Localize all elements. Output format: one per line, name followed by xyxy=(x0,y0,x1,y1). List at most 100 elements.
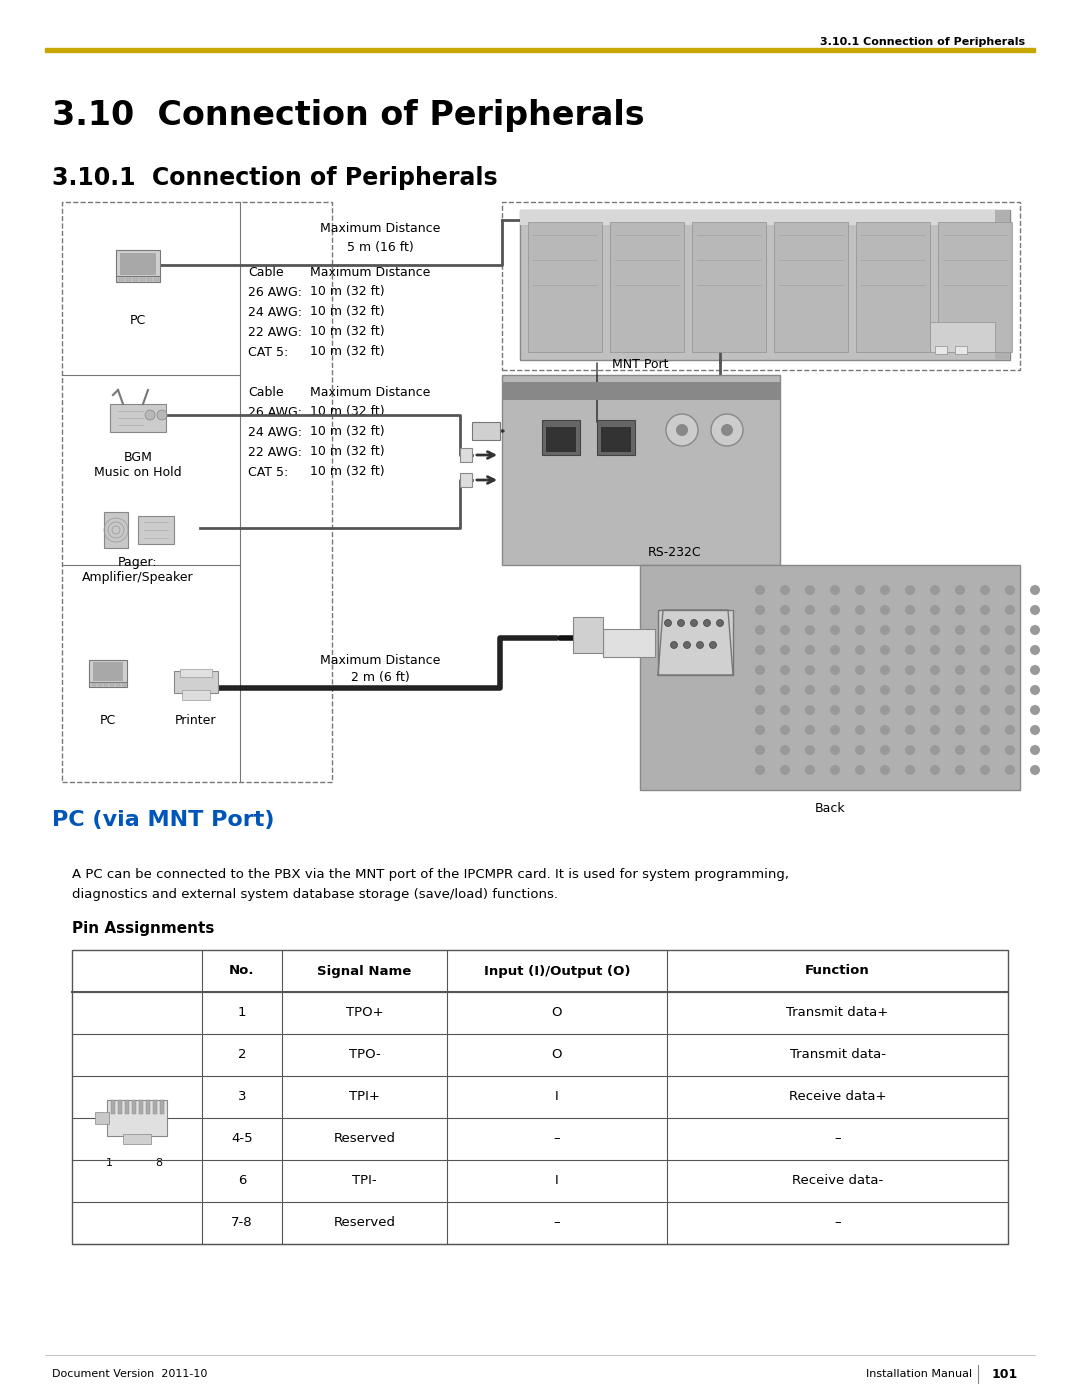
Bar xyxy=(116,277,160,282)
Circle shape xyxy=(955,766,966,775)
Bar xyxy=(542,420,580,455)
Bar xyxy=(126,278,131,281)
Bar xyxy=(180,669,212,678)
Circle shape xyxy=(805,685,815,694)
Text: RS-232C: RS-232C xyxy=(648,546,702,560)
Text: 101: 101 xyxy=(991,1368,1018,1380)
Circle shape xyxy=(980,685,990,694)
Circle shape xyxy=(805,725,815,735)
Text: 22 AWG:: 22 AWG: xyxy=(248,446,302,458)
Circle shape xyxy=(880,665,890,675)
Circle shape xyxy=(855,745,865,754)
Circle shape xyxy=(831,725,840,735)
Bar xyxy=(116,250,160,278)
Circle shape xyxy=(1005,745,1015,754)
Circle shape xyxy=(703,619,711,626)
Circle shape xyxy=(780,745,789,754)
Circle shape xyxy=(145,409,156,420)
Text: 5 m (16 ft): 5 m (16 ft) xyxy=(347,240,414,253)
Bar xyxy=(600,427,631,453)
Circle shape xyxy=(930,745,940,754)
Text: PC: PC xyxy=(130,313,146,327)
Bar xyxy=(120,253,156,275)
Circle shape xyxy=(711,414,743,446)
Circle shape xyxy=(955,624,966,636)
Circle shape xyxy=(676,425,688,436)
Bar xyxy=(72,950,1008,1243)
Circle shape xyxy=(780,624,789,636)
Bar xyxy=(95,1112,109,1125)
Circle shape xyxy=(1030,705,1040,715)
Bar xyxy=(573,617,603,652)
Text: BGM
Music on Hold: BGM Music on Hold xyxy=(94,451,181,479)
Circle shape xyxy=(1005,605,1015,615)
Text: Signal Name: Signal Name xyxy=(318,964,411,978)
Text: CAT 5:: CAT 5: xyxy=(248,345,288,359)
Circle shape xyxy=(905,624,915,636)
Circle shape xyxy=(1030,725,1040,735)
Circle shape xyxy=(1030,685,1040,694)
Circle shape xyxy=(955,745,966,754)
Text: Transmit data+: Transmit data+ xyxy=(786,1006,889,1020)
Bar xyxy=(183,690,210,700)
Text: 7-8: 7-8 xyxy=(231,1217,253,1229)
Bar xyxy=(116,683,120,686)
Circle shape xyxy=(880,645,890,655)
Circle shape xyxy=(805,665,815,675)
Circle shape xyxy=(930,705,940,715)
Bar xyxy=(119,278,124,281)
Bar xyxy=(133,278,138,281)
Circle shape xyxy=(671,641,677,648)
Text: 26 AWG:: 26 AWG: xyxy=(248,405,302,419)
Text: 8: 8 xyxy=(156,1158,163,1168)
Text: 3: 3 xyxy=(238,1091,246,1104)
Circle shape xyxy=(880,585,890,595)
Text: 6: 6 xyxy=(238,1175,246,1187)
Text: Maximum Distance: Maximum Distance xyxy=(320,654,441,666)
Circle shape xyxy=(1030,605,1040,615)
Text: TPO-: TPO- xyxy=(349,1049,380,1062)
Bar xyxy=(658,610,733,675)
Text: 24 AWG:: 24 AWG: xyxy=(248,306,302,319)
Circle shape xyxy=(831,665,840,675)
Text: 4-5: 4-5 xyxy=(231,1133,253,1146)
Circle shape xyxy=(880,705,890,715)
Circle shape xyxy=(805,645,815,655)
Circle shape xyxy=(930,645,940,655)
Circle shape xyxy=(805,624,815,636)
Circle shape xyxy=(710,641,716,648)
Circle shape xyxy=(980,605,990,615)
Circle shape xyxy=(905,745,915,754)
Text: 10 m (32 ft): 10 m (32 ft) xyxy=(310,426,384,439)
Circle shape xyxy=(780,645,789,655)
Text: MNT Port: MNT Port xyxy=(612,359,669,372)
Circle shape xyxy=(755,725,765,735)
Bar xyxy=(472,422,500,440)
Circle shape xyxy=(905,705,915,715)
Bar xyxy=(125,1099,129,1113)
Bar xyxy=(104,511,129,548)
Circle shape xyxy=(855,766,865,775)
Text: 2: 2 xyxy=(238,1049,246,1062)
Circle shape xyxy=(980,725,990,735)
Circle shape xyxy=(855,705,865,715)
Bar xyxy=(110,404,166,432)
Circle shape xyxy=(880,766,890,775)
Circle shape xyxy=(716,619,724,626)
Circle shape xyxy=(664,619,672,626)
Text: Maximum Distance: Maximum Distance xyxy=(310,265,430,278)
Circle shape xyxy=(684,641,690,648)
Bar xyxy=(92,683,96,686)
Circle shape xyxy=(880,745,890,754)
Bar xyxy=(460,448,472,462)
Circle shape xyxy=(805,766,815,775)
Circle shape xyxy=(697,641,703,648)
Circle shape xyxy=(930,665,940,675)
Circle shape xyxy=(980,585,990,595)
Circle shape xyxy=(905,665,915,675)
Text: Function: Function xyxy=(805,964,869,978)
Bar xyxy=(104,683,108,686)
Bar xyxy=(111,1099,114,1113)
Circle shape xyxy=(855,624,865,636)
Circle shape xyxy=(905,585,915,595)
